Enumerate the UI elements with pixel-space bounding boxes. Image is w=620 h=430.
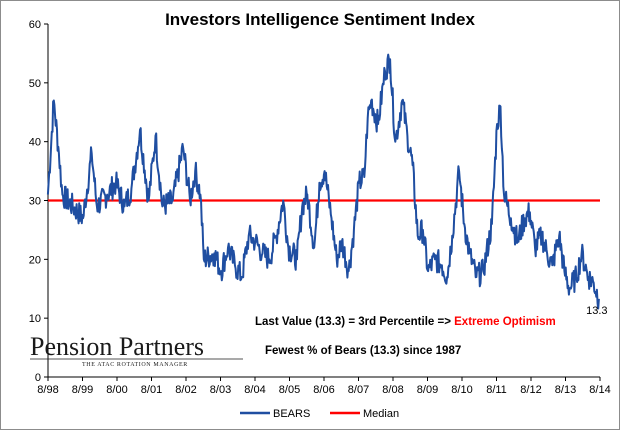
x-tick-label: 8/00 [106,384,127,396]
y-tick-label: 10 [29,313,41,325]
bears-series-line [46,53,600,310]
legend-label-bears: BEARS [273,408,310,420]
x-tick-label: 8/99 [72,384,93,396]
x-tick-label: 8/06 [313,384,334,396]
x-tick-label: 8/98 [37,384,58,396]
last-value-label: 13.3 [586,305,607,317]
last-value-text: Last Value (13.3) = 3rd Percentile => [255,316,454,328]
y-tick-label: 0 [35,372,41,384]
x-tick-label: 8/07 [348,384,369,396]
x-tick-label: 8/01 [141,384,162,396]
y-tick-label: 30 [29,196,41,208]
x-tick-label: 8/11 [486,384,507,396]
legend-label-median: Median [363,408,399,420]
chart-title: Investors Intelligence Sentiment Index [165,10,475,29]
x-tick-label: 8/10 [451,384,472,396]
y-tick-label: 40 [29,137,41,149]
extreme-optimism-text: Extreme Optimism [454,316,556,328]
logo-name: Pension Partners [30,332,204,361]
x-tick-label: 8/14 [589,384,610,396]
x-tick-label: 8/03 [210,384,231,396]
x-tick-label: 8/02 [175,384,196,396]
logo-tagline: THE ATAC ROTATION MANAGER [82,362,188,368]
pension-partners-logo: Pension Partners THE ATAC ROTATION MANAG… [30,332,243,368]
x-tick-label: 8/12 [520,384,541,396]
x-tick-label: 8/13 [555,384,576,396]
legend: BEARS Median [240,408,399,420]
x-axis: 8/98 8/99 8/00 8/01 8/02 8/03 8/04 8/05 8/06 8/07… [37,376,611,396]
fewest-bears-annotation: Fewest % of Bears (13.3) since 1987 [265,345,461,357]
series-layer: 13.3 [46,53,608,317]
y-tick-label: 20 [29,254,41,266]
y-tick-label: 50 [29,78,41,90]
x-tick-label: 8/09 [417,384,438,396]
last-value-annotation: Last Value (13.3) = 3rd Percentile => Ex… [255,316,556,328]
x-tick-label: 8/05 [279,384,300,396]
x-tick-label: 8/08 [382,384,403,396]
y-tick-label: 60 [29,19,41,31]
x-tick-label: 8/04 [244,384,265,396]
y-axis: 0 10 20 30 40 50 60 [29,19,49,384]
